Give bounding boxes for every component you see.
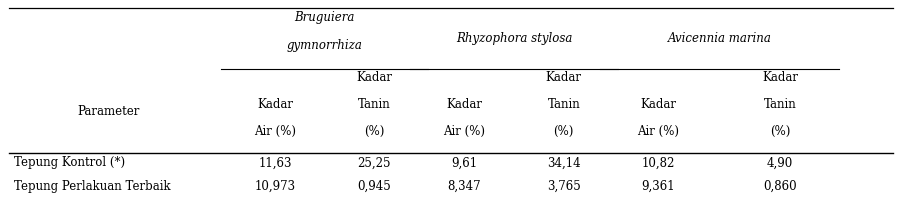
Text: Kadar: Kadar <box>640 98 676 111</box>
Text: (%): (%) <box>770 125 790 138</box>
Text: 3,765: 3,765 <box>547 180 581 193</box>
Text: 9,61: 9,61 <box>452 156 477 169</box>
Text: 10,82: 10,82 <box>641 156 676 169</box>
Text: 0,945: 0,945 <box>357 180 391 193</box>
Text: Tanin: Tanin <box>548 98 580 111</box>
Text: gymnorrhiza: gymnorrhiza <box>287 39 363 52</box>
Text: (%): (%) <box>554 125 574 138</box>
Text: Kadar: Kadar <box>762 71 798 84</box>
Text: 9,361: 9,361 <box>641 180 676 193</box>
Text: 10,973: 10,973 <box>254 180 296 193</box>
Text: Parameter: Parameter <box>77 105 140 118</box>
Text: 8,347: 8,347 <box>447 180 482 193</box>
Text: Kadar: Kadar <box>257 98 293 111</box>
Text: Tepung Perlakuan Terbaik: Tepung Perlakuan Terbaik <box>14 180 170 193</box>
Text: Rhyzophora stylosa: Rhyzophora stylosa <box>456 32 573 45</box>
Text: Avicennia marina: Avicennia marina <box>667 32 772 45</box>
Text: Tanin: Tanin <box>358 98 391 111</box>
Text: Air (%): Air (%) <box>444 125 485 138</box>
Text: Bruguiera: Bruguiera <box>295 11 354 24</box>
Text: Tanin: Tanin <box>764 98 796 111</box>
Text: 0,860: 0,860 <box>763 180 797 193</box>
Text: 25,25: 25,25 <box>357 156 391 169</box>
Text: Kadar: Kadar <box>356 71 392 84</box>
Text: 4,90: 4,90 <box>767 156 794 169</box>
Text: Kadar: Kadar <box>446 98 483 111</box>
Text: Air (%): Air (%) <box>254 125 296 138</box>
Text: Tepung Kontrol (*): Tepung Kontrol (*) <box>14 156 124 169</box>
Text: Air (%): Air (%) <box>638 125 679 138</box>
Text: Kadar: Kadar <box>546 71 582 84</box>
Text: 11,63: 11,63 <box>258 156 292 169</box>
Text: (%): (%) <box>364 125 384 138</box>
Text: 34,14: 34,14 <box>547 156 581 169</box>
